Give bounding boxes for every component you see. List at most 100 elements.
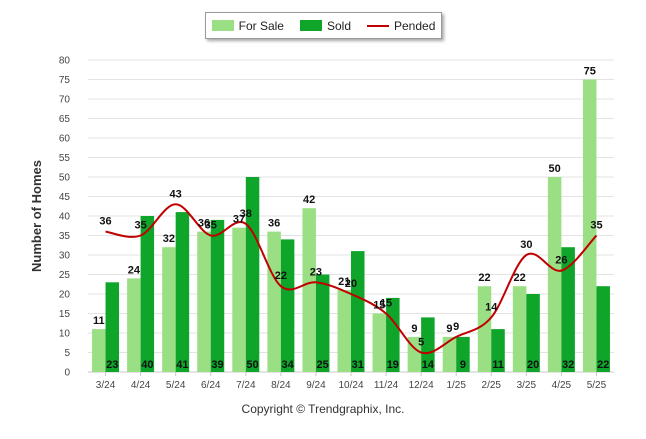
data-label-sold: 34 (281, 359, 294, 371)
data-label-pended: 26 (555, 255, 567, 267)
x-tick-label: 4/24 (131, 380, 151, 391)
y-tick-label: 0 (64, 368, 70, 379)
data-label-pended: 23 (310, 266, 322, 278)
legend-item-for-sale[interactable]: For Sale (211, 18, 284, 33)
data-label-pended: 5 (418, 337, 424, 349)
legend-label-pended: Pended (394, 18, 436, 33)
y-tick-label: 20 (59, 290, 71, 301)
bar-sold (105, 282, 120, 372)
data-label-pended: 14 (485, 301, 498, 313)
bar-sold (280, 239, 295, 372)
data-label-pended: 30 (520, 239, 532, 251)
y-tick-label: 35 (59, 231, 71, 242)
bar-for-sale (127, 278, 141, 372)
x-tick-label: 1/25 (446, 380, 466, 391)
pended-swatch (367, 24, 389, 27)
pended-line (105, 203, 598, 355)
data-label-for-sale: 36 (268, 218, 280, 230)
y-tick-label: 65 (59, 114, 71, 125)
bar-for-sale (477, 286, 492, 372)
x-tick-label: 12/24 (409, 380, 434, 391)
data-label-for-sale: 11 (93, 315, 105, 327)
y-tick-label: 25 (59, 270, 71, 281)
copyright-text: Copyright © Trendgraphix, Inc. (241, 402, 405, 416)
bar-for-sale (442, 336, 457, 372)
y-tick-label: 55 (59, 153, 71, 164)
legend-label-for-sale: For Sale (238, 18, 284, 33)
data-label-for-sale: 37 (233, 214, 245, 226)
y-tick-label: 75 (59, 75, 71, 86)
data-label-sold: 32 (562, 359, 574, 371)
y-tick-label: 80 (59, 56, 71, 67)
data-label-pended: 9 (453, 321, 459, 333)
data-label-pended: 15 (380, 298, 392, 310)
bar-for-sale (197, 231, 211, 372)
bar-for-sale (302, 208, 316, 372)
y-tick-label: 60 (59, 134, 71, 145)
data-label-sold: 50 (246, 359, 258, 371)
y-tick-label: 70 (59, 95, 71, 106)
y-tick-label: 45 (59, 192, 71, 203)
data-label-sold: 11 (492, 359, 504, 371)
x-tick-label: 5/24 (166, 380, 186, 391)
bar-sold (491, 329, 505, 372)
data-label-sold: 22 (597, 359, 609, 371)
bar-for-sale (582, 79, 597, 372)
bar-sold (315, 274, 330, 372)
y-tick-label: 40 (59, 212, 71, 223)
data-label-sold: 39 (211, 359, 223, 371)
x-tick-label: 6/24 (201, 380, 221, 391)
bar-for-sale (372, 313, 387, 372)
y-tick-label: 50 (59, 173, 71, 184)
data-label-pended: 20 (345, 278, 357, 290)
data-label-for-sale: 50 (549, 163, 561, 175)
data-label-for-sale: 15 (373, 300, 385, 312)
x-tick-label: 7/24 (236, 380, 256, 391)
sold-swatch (299, 20, 322, 31)
bar-sold (175, 212, 190, 372)
bar-sold (526, 294, 540, 372)
bar-sold (140, 216, 155, 372)
y-tick-label: 30 (59, 251, 71, 262)
data-label-for-sale: 42 (303, 194, 315, 206)
data-label-sold: 14 (422, 359, 435, 371)
bar-for-sale (162, 247, 176, 372)
x-tick-label: 5/25 (587, 380, 607, 391)
bar-for-sale (267, 231, 281, 372)
data-label-sold: 19 (387, 359, 399, 371)
bar-sold (421, 317, 435, 372)
data-label-sold: 9 (460, 359, 466, 371)
bar-for-sale (232, 227, 246, 372)
data-label-pended: 35 (134, 220, 146, 232)
legend-label-sold: Sold (326, 18, 351, 33)
y-tick-label: 15 (59, 309, 71, 320)
legend-item-pended[interactable]: Pended (367, 19, 435, 33)
data-label-for-sale: 36 (198, 218, 210, 230)
bar-for-sale (337, 290, 351, 372)
data-label-for-sale: 21 (338, 276, 350, 288)
data-label-pended: 38 (240, 208, 252, 220)
y-tick-label: 5 (64, 348, 70, 359)
data-label-pended: 36 (99, 216, 111, 228)
data-label-for-sale: 24 (128, 264, 141, 276)
legend-item-sold[interactable]: Sold (299, 18, 351, 33)
bar-sold (456, 336, 470, 372)
bar-sold (245, 177, 260, 372)
data-label-for-sale: 22 (478, 272, 490, 284)
data-label-sold: 25 (317, 359, 329, 371)
x-tick-label: 10/24 (338, 380, 363, 391)
y-axis-title: Number of Homes (29, 160, 44, 272)
data-label-for-sale: 9 (411, 323, 417, 335)
data-label-pended: 22 (275, 270, 287, 282)
for-sale-swatch (211, 20, 234, 31)
bar-for-sale (547, 177, 562, 372)
x-tick-label: 9/24 (306, 380, 326, 391)
x-tick-label: 3/24 (96, 380, 116, 391)
bar-for-sale (92, 329, 106, 372)
bar-for-sale (512, 286, 527, 372)
data-label-pended: 43 (170, 188, 182, 200)
y-tick-label: 10 (59, 329, 71, 340)
bar-sold (351, 251, 365, 372)
